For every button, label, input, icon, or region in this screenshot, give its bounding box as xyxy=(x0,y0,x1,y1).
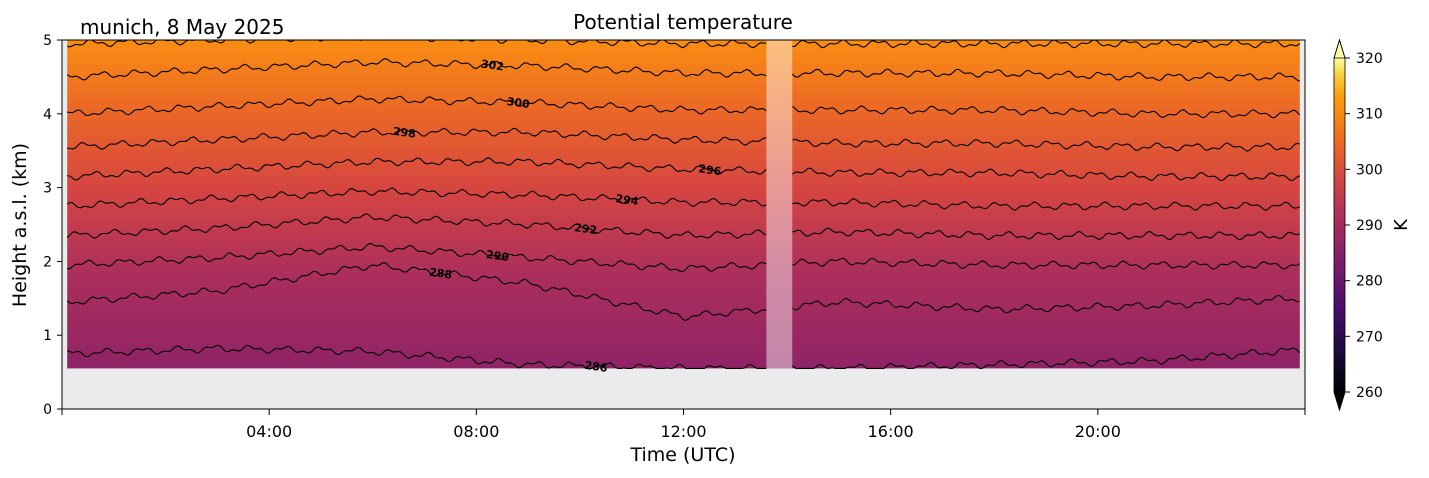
chart-title: Potential temperature xyxy=(573,10,793,34)
contour-label-290: 290 xyxy=(485,248,510,264)
contour-lines: 286 288 290 292 294 296 298 300 302 xyxy=(66,40,1301,375)
contour-line-294-b xyxy=(792,198,1300,211)
contour-line-300-b xyxy=(791,105,1301,119)
y-tick-label-2: 2 xyxy=(43,254,52,270)
contour-line-286-a xyxy=(66,344,767,369)
contour-line-296-a xyxy=(67,157,767,181)
colorbar-tick-label-5: 310 xyxy=(1356,107,1383,123)
contour-label-300: 300 xyxy=(506,95,531,111)
contour-label-294: 294 xyxy=(615,192,640,208)
location-date-label: munich, 8 May 2025 xyxy=(80,15,284,39)
contour-line-288-a xyxy=(66,261,767,322)
contour-label-298: 298 xyxy=(392,125,417,141)
gap-overlay xyxy=(766,40,793,369)
y-axis-label: Height a.s.l. (km) xyxy=(9,143,31,307)
colorbar-tick-label-3: 290 xyxy=(1356,218,1383,234)
colorbar-tick-label-2: 280 xyxy=(1356,274,1383,290)
contour-line-304-a xyxy=(67,40,767,49)
x-axis-label: Time (UTC) xyxy=(629,444,735,466)
contour-line-292-a xyxy=(66,213,767,239)
x-tick-label-1: 08:00 xyxy=(453,422,499,441)
y-tick-label-4: 4 xyxy=(43,107,52,123)
y-tick-label-0: 0 xyxy=(43,402,52,418)
contour-line-298-a xyxy=(67,127,767,150)
y-axis: 0 1 2 3 4 5 xyxy=(43,33,62,418)
contour-label-296: 296 xyxy=(698,162,723,178)
contour-label-302: 302 xyxy=(480,57,505,73)
contour-line-300-a xyxy=(67,95,767,117)
colorbar-tick-label-6: 320 xyxy=(1356,51,1383,67)
contour-line-302-a xyxy=(66,58,767,81)
contour-line-298-b xyxy=(792,138,1301,152)
field-fill xyxy=(67,40,1300,369)
x-tick-label-4: 20:00 xyxy=(1075,422,1121,441)
contour-line-302-b xyxy=(791,68,1300,82)
x-tick-label-3: 16:00 xyxy=(868,422,914,441)
colorbar-label: K xyxy=(1391,218,1412,231)
colorbar-tick-label-4: 300 xyxy=(1356,162,1383,178)
contour-line-290-b xyxy=(792,257,1301,270)
y-tick-label-3: 3 xyxy=(43,181,52,197)
colorbar-tick-label-0: 260 xyxy=(1356,385,1383,401)
x-tick-label-0: 04:00 xyxy=(246,422,292,441)
contour-line-296-b xyxy=(791,167,1300,182)
temperature-field xyxy=(67,40,1300,369)
y-tick-label-1: 1 xyxy=(43,328,52,344)
contour-label-286: 286 xyxy=(584,359,609,375)
colorbar-gradient xyxy=(1334,58,1345,392)
contour-line-294-a xyxy=(66,187,767,209)
colorbar: 260 270 280 290 300 310 320 K xyxy=(1333,38,1412,412)
y-tick-label-5: 5 xyxy=(43,33,52,49)
contour-line-288-b xyxy=(792,294,1300,314)
colorbar-tick-label-1: 270 xyxy=(1356,329,1383,345)
contour-line-304-b xyxy=(792,40,1301,49)
x-axis: 04:00 08:00 12:00 16:00 20:00 xyxy=(61,409,1306,441)
colorbar-extend-min xyxy=(1333,391,1346,412)
missing-data-gap xyxy=(766,40,793,369)
contour-line-290-a xyxy=(67,243,767,273)
contour-line-286-b xyxy=(791,347,1301,369)
contour-line-292-b xyxy=(792,227,1300,241)
colorbar-extend-max xyxy=(1333,38,1346,59)
x-tick-label-2: 12:00 xyxy=(660,422,706,441)
contour-label-292: 292 xyxy=(573,221,598,237)
contour-label-288: 288 xyxy=(428,266,453,282)
